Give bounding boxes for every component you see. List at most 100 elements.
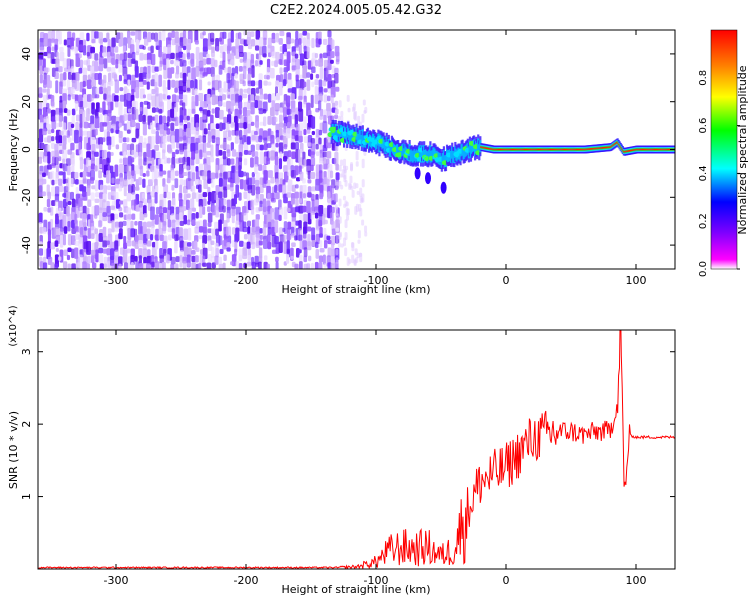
spectrogram-noise-cell [143, 157, 148, 162]
spectrogram-noise-cell [162, 226, 167, 234]
spectrogram-noise-cell [267, 241, 272, 250]
spectrogram-noise-cell [166, 207, 171, 220]
spectrogram-noise-cell [67, 263, 71, 269]
spectrogram-noise-cell [147, 46, 152, 51]
spectrogram-noise-cell [278, 241, 283, 254]
spectrogram-noise-cell [162, 30, 166, 42]
spectrogram-noise-cell [154, 261, 160, 269]
spectrogram-noise-cell [142, 178, 146, 188]
spectrogram-noise-cell [174, 59, 179, 66]
spectrogram-noise-cell [275, 256, 279, 263]
spectrogram-noise-cell [74, 226, 80, 233]
spectrogram-noise-cell [175, 256, 180, 263]
spectrogram-noise-cell [66, 165, 71, 176]
spectrogram-noise-cell [270, 135, 275, 145]
spectrogram-noise-cell [346, 94, 350, 102]
spectrogram-noise-cell [71, 271, 76, 277]
spectrogram-noise-cell [194, 88, 198, 97]
spectrogram-noise-cell [215, 205, 220, 218]
spectrogram-noise-cell [311, 130, 315, 136]
spectrogram-noise-cell [43, 51, 48, 57]
spectrogram-noise-cell [38, 178, 44, 186]
spectrogram-noise-cell [306, 72, 311, 78]
spectrogram-noise-cell [345, 207, 349, 216]
spectrogram-noise-cell [215, 228, 219, 236]
spectrogram-noise-cell [322, 254, 326, 265]
spectrogram-noise-cell [55, 122, 60, 128]
spectrogram-noise-cell [130, 261, 134, 269]
spectrogram-noise-cell [119, 212, 124, 218]
spectrogram-noise-cell [310, 137, 315, 144]
spectrogram-noise-cell [79, 157, 84, 170]
spectrogram-noise-cell [302, 101, 307, 108]
spectrogram-noise-cell [318, 86, 324, 96]
spectrogram-noise-cell [186, 115, 190, 121]
spectrogram-noise-cell [170, 263, 175, 269]
spectrogram-noise-cell [106, 261, 111, 269]
spectrogram-noise-cell [230, 186, 234, 192]
spectrogram-noise-cell [338, 100, 342, 108]
spectrogram-noise-cell [211, 135, 216, 143]
spectrogram-noise-cell [246, 193, 251, 203]
spectrogram-noise-cell [51, 186, 56, 197]
spectrogram-noise-cell [263, 137, 268, 144]
spectrogram-noise-cell [102, 122, 108, 127]
spectrogram-noise-cell [42, 191, 46, 197]
spectrogram-noise-cell [338, 198, 342, 207]
spectrogram-noise-cell [215, 123, 220, 129]
spectrogram-noise-cell [315, 74, 320, 79]
spectrogram-noise-cell [282, 179, 286, 186]
colorbar-tick-label: 0.6 [698, 118, 709, 134]
spectrogram-noise-cell [78, 254, 83, 269]
spectrogram-noise-cell [270, 177, 275, 184]
spectrogram-noise-cell [86, 108, 90, 122]
spectrogram-noise-cell [151, 157, 155, 166]
spectrogram-noise-cell [345, 201, 349, 207]
spectrogram-noise-cell [306, 46, 310, 59]
spectrogram-noise-cell [258, 164, 263, 171]
spectrogram-noise-cell [230, 30, 234, 43]
spectrogram-noise-cell [166, 128, 171, 135]
spectrogram-noise-cell [202, 72, 208, 77]
spectrogram-noise-cell [214, 79, 219, 91]
spectrogram-noise-cell [223, 254, 227, 261]
spectrogram-noise-cell [170, 108, 175, 118]
spectrogram-noise-cell [203, 179, 209, 190]
spectrogram-noise-cell [226, 158, 231, 166]
spectrogram-noise-cell [139, 81, 144, 88]
spectrogram-noise-cell [278, 199, 282, 210]
spectrogram-noise-cell [303, 247, 308, 258]
spectrogram-noise-cell [42, 178, 47, 185]
spectrogram-noise-cell [62, 58, 68, 69]
spectrogram-noise-cell [174, 234, 179, 242]
spectrogram-noise-cell [207, 100, 212, 111]
spectrogram-noise-cell [255, 60, 259, 67]
spectrogram-noise-cell [202, 142, 207, 153]
spectrogram-noise-cell [150, 45, 154, 54]
spectrogram-noise-cell [326, 151, 332, 159]
spectrogram-noise-cell [151, 261, 155, 268]
spectrogram-noise-cell [47, 38, 52, 48]
spectrogram-noise-cell [283, 206, 288, 220]
spectrogram-noise-cell [142, 192, 146, 199]
spectrogram-noise-cell [90, 177, 94, 184]
spectrogram-noise-cell [130, 31, 136, 36]
spectrogram-noise-cell [130, 268, 134, 269]
spectrogram-noise-cell [278, 114, 283, 123]
spectrogram-noise-cell [283, 241, 288, 254]
spectrogram-noise-cell [151, 107, 156, 113]
spectrogram-noise-cell [214, 59, 218, 68]
spectrogram-noise-cell [55, 80, 59, 94]
spectrogram-noise-cell [246, 37, 251, 45]
spectrogram-noise-cell [114, 221, 120, 229]
spectrogram-noise-cell [334, 262, 339, 269]
spectrogram-noise-cell [334, 114, 339, 120]
spectrogram-noise-cell [98, 137, 103, 146]
spectrogram-noise-cell [183, 271, 187, 276]
spectrogram-noise-cell [135, 51, 140, 56]
spectrogram-noise-cell [262, 177, 267, 188]
spectrogram-noise-cell [118, 221, 123, 228]
spectrogram-noise-cell [39, 192, 43, 197]
spectrogram-noise-cell [159, 271, 163, 285]
spectrogram-noise-cell [215, 247, 219, 258]
